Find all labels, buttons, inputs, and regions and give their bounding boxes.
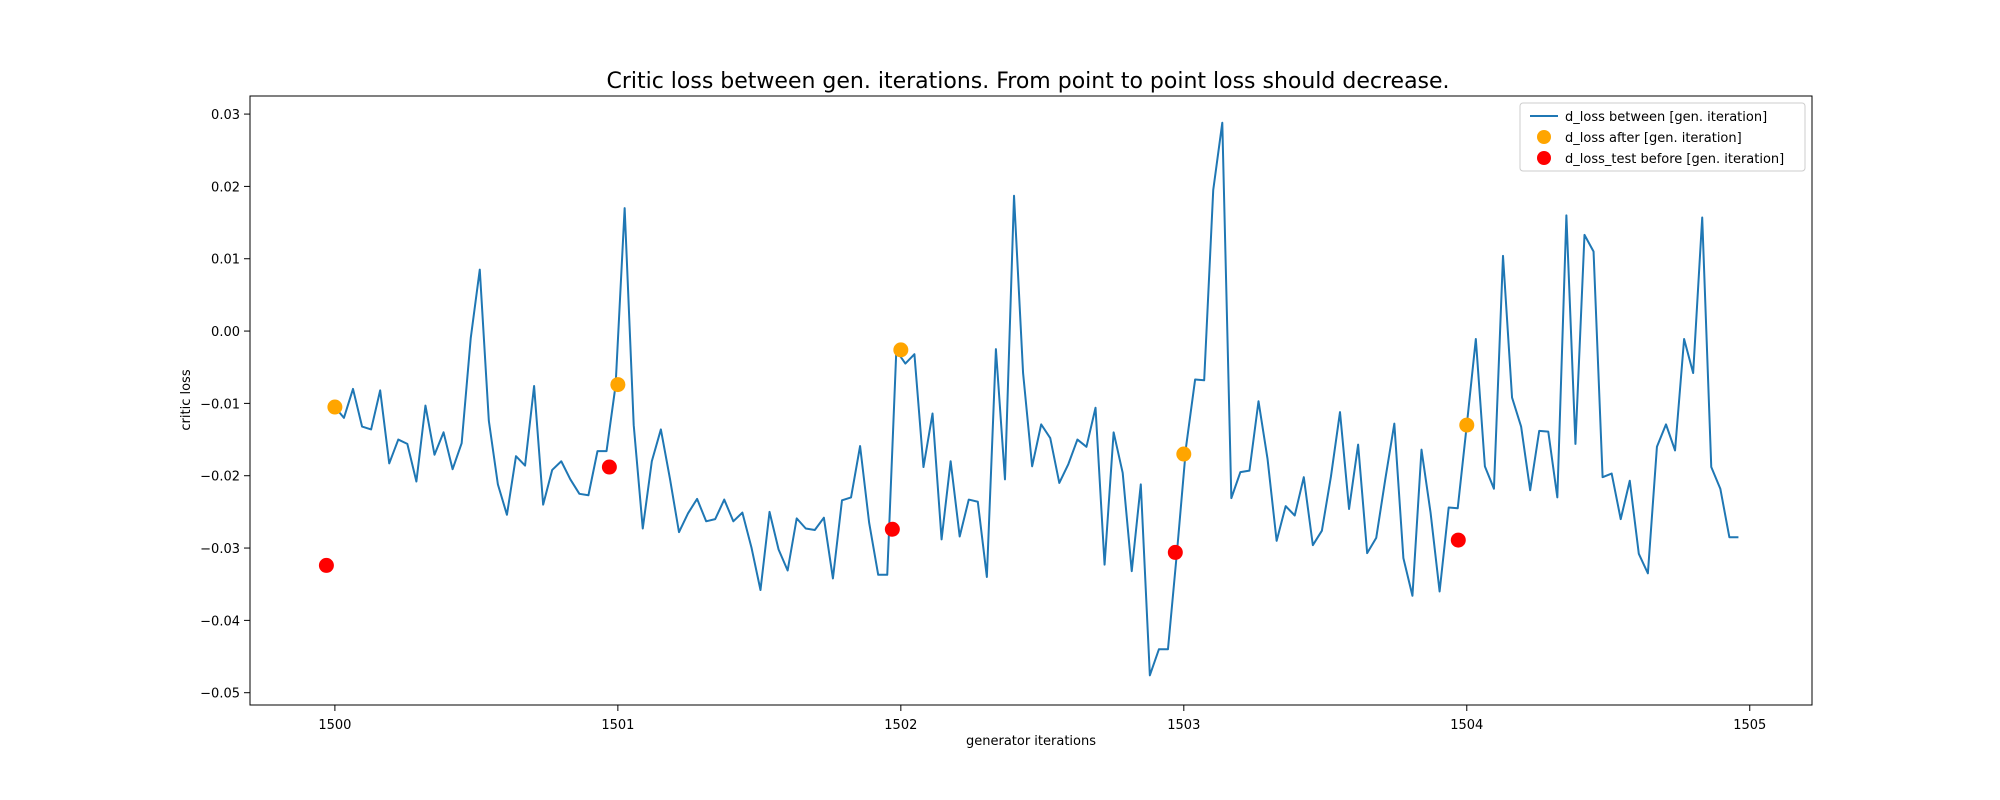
point-d-loss-test-before — [1450, 532, 1466, 548]
legend-box — [1519, 102, 1806, 172]
legend-entry-after: d_loss after [gen. iteration] — [1565, 131, 1742, 146]
y-tick-label: −0.02 — [200, 470, 240, 485]
y-tick-label: −0.01 — [200, 397, 240, 412]
x-tick-label: 1500 — [318, 718, 351, 733]
series-line-d-loss-between — [334, 121, 1739, 677]
y-tick-label: 0.00 — [211, 325, 240, 340]
point-d-loss-after — [1176, 446, 1192, 462]
point-d-loss-test-before — [884, 521, 900, 537]
x-tick-label: 1504 — [1450, 718, 1483, 733]
y-tick-label: 0.02 — [211, 180, 240, 195]
x-axis: 1500 1501 1502 1503 1504 1505 — [318, 705, 1766, 733]
point-d-loss-after — [610, 377, 626, 393]
y-tick-label: −0.03 — [200, 542, 240, 557]
y-tick-label: −0.05 — [200, 687, 240, 702]
point-d-loss-after — [893, 342, 909, 358]
series-layer — [318, 121, 1739, 677]
y-tick-label: −0.04 — [200, 614, 240, 629]
x-tick-label: 1503 — [1167, 718, 1200, 733]
legend-swatch-after — [1537, 130, 1551, 144]
point-d-loss-test-before — [601, 459, 617, 475]
x-tick-label: 1502 — [884, 718, 917, 733]
plot-frame — [249, 95, 1813, 706]
legend-entry-test: d_loss_test before [gen. iteration] — [1565, 152, 1784, 167]
y-tick-label: 0.01 — [211, 253, 240, 268]
y-axis-label: critic loss — [179, 369, 194, 430]
legend-entry-line: d_loss between [gen. iteration] — [1565, 110, 1767, 125]
point-d-loss-after — [1459, 417, 1475, 433]
chart-title: Critic loss between gen. iterations. Fro… — [606, 69, 1449, 94]
point-d-loss-after — [327, 399, 343, 415]
legend: d_loss between [gen. iteration] d_loss a… — [1519, 102, 1806, 172]
x-tick-label: 1505 — [1733, 718, 1766, 733]
point-d-loss-test-before — [318, 557, 334, 573]
point-d-loss-test-before — [1167, 544, 1183, 560]
y-axis: 0.03 0.02 0.01 0.00 −0.01 −0.02 −0.03 −0.04 −0.0… — [200, 108, 250, 702]
x-axis-label: generator iterations — [966, 734, 1096, 749]
y-tick-label: 0.03 — [211, 108, 240, 123]
x-tick-label: 1501 — [601, 718, 634, 733]
legend-swatch-test — [1537, 151, 1551, 165]
